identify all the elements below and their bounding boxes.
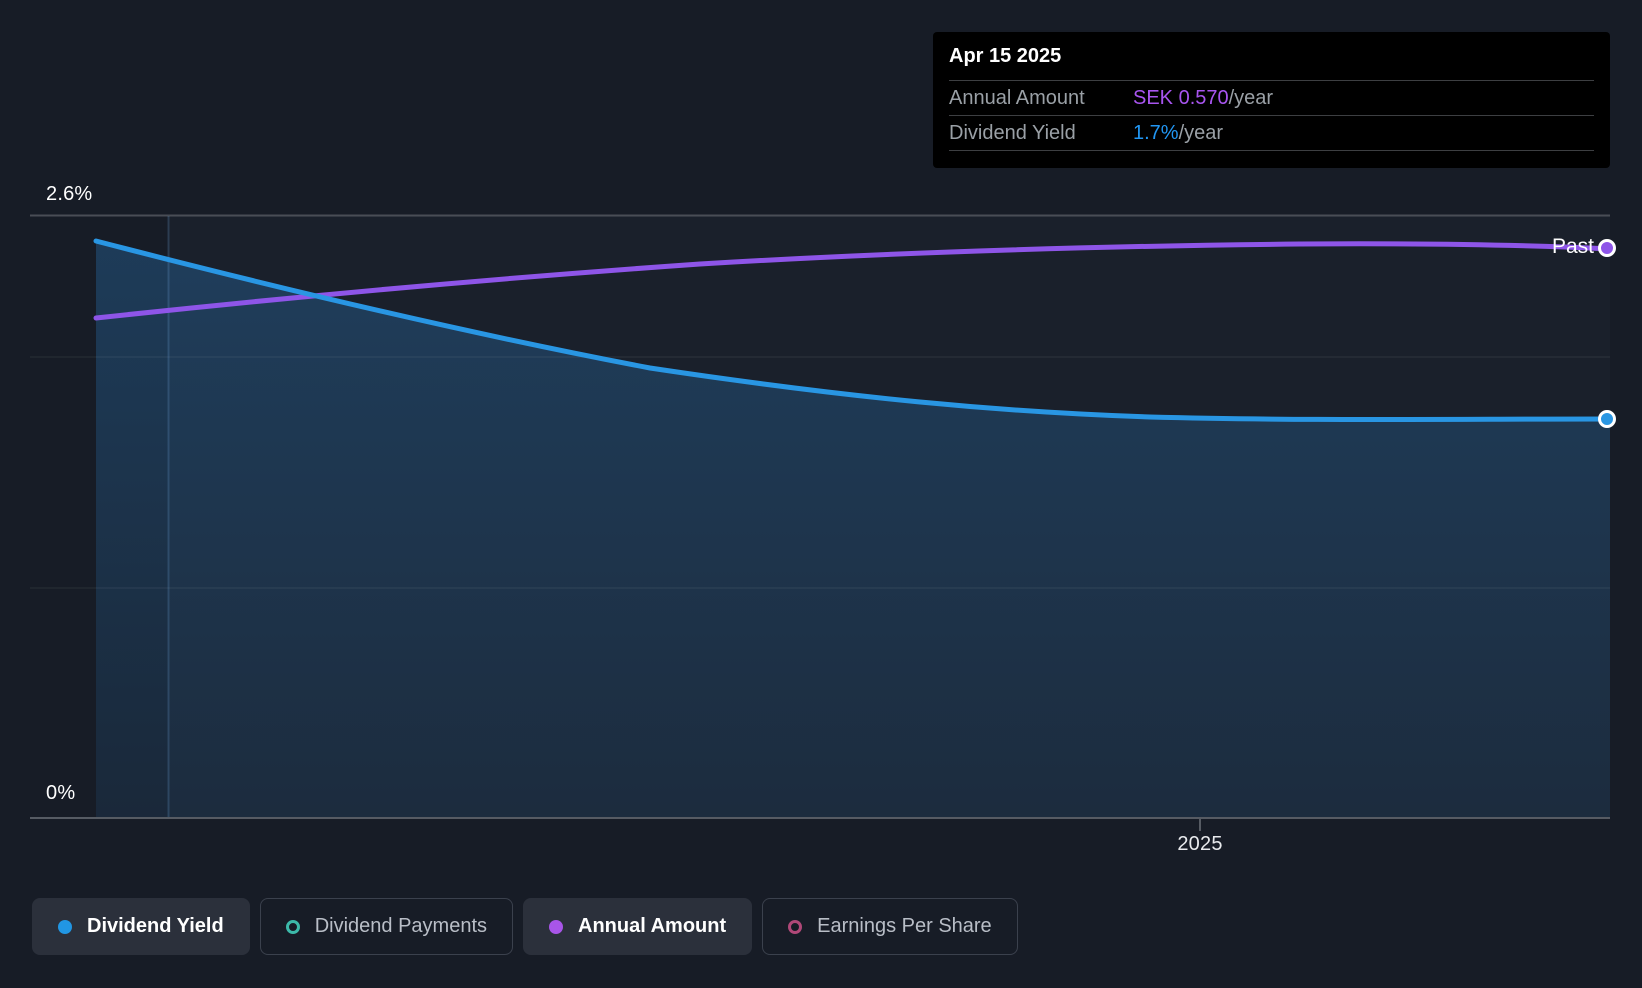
legend-label: Dividend Payments [314,915,488,937]
legend-label: Dividend Yield [87,915,224,937]
tooltip-value-suffix: /year [1178,121,1224,144]
annual-amount-line [93,241,1613,321]
tooltip-label: Annual Amount [949,86,1085,109]
dividend-yield-end-marker[interactable] [1598,410,1616,428]
dividend-yield-dot-icon [58,919,72,934]
x-axis-tick-label: 2025 [1177,833,1223,855]
dividend-yield-area [96,241,1610,818]
annual-amount-end-marker[interactable] [1598,239,1616,257]
dividend-chart-canvas [30,214,1616,831]
chart-legend: Dividend Yield Dividend Payments Annual … [32,898,1018,955]
legend-label: Earnings Per Share [817,915,992,937]
tooltip-date: Apr 15 2025 [949,32,1594,81]
tooltip-row-dividend-yield: Dividend Yield 1.7% /year [949,116,1594,151]
dividend-yield-line [93,238,1613,422]
legend-toggle-dividend-yield[interactable]: Dividend Yield [32,898,250,955]
tooltip-value: 1.7% [1133,121,1179,144]
tooltip-label: Dividend Yield [949,121,1076,144]
y-axis-max-label: 2.6% [46,183,93,205]
y-axis-min-label: 0% [46,782,76,804]
tooltip-row-annual-amount: Annual Amount SEK 0.570 /year [949,81,1594,116]
dividend-payments-ring-icon [285,919,300,934]
earnings-per-share-ring-icon [788,919,803,934]
chart-tooltip: Apr 15 2025 Annual Amount SEK 0.570 /yea… [933,32,1610,168]
annual-amount-dot-icon [549,919,564,934]
legend-label: Annual Amount [578,915,727,937]
tooltip-value: SEK 0.570 [1133,86,1229,109]
legend-toggle-earnings-per-share[interactable]: Earnings Per Share [762,898,1018,955]
legend-toggle-annual-amount[interactable]: Annual Amount [523,898,753,955]
past-region-label: Past [1551,235,1594,258]
tooltip-value-suffix: /year [1228,86,1274,109]
legend-toggle-dividend-payments[interactable]: Dividend Payments [259,898,514,955]
